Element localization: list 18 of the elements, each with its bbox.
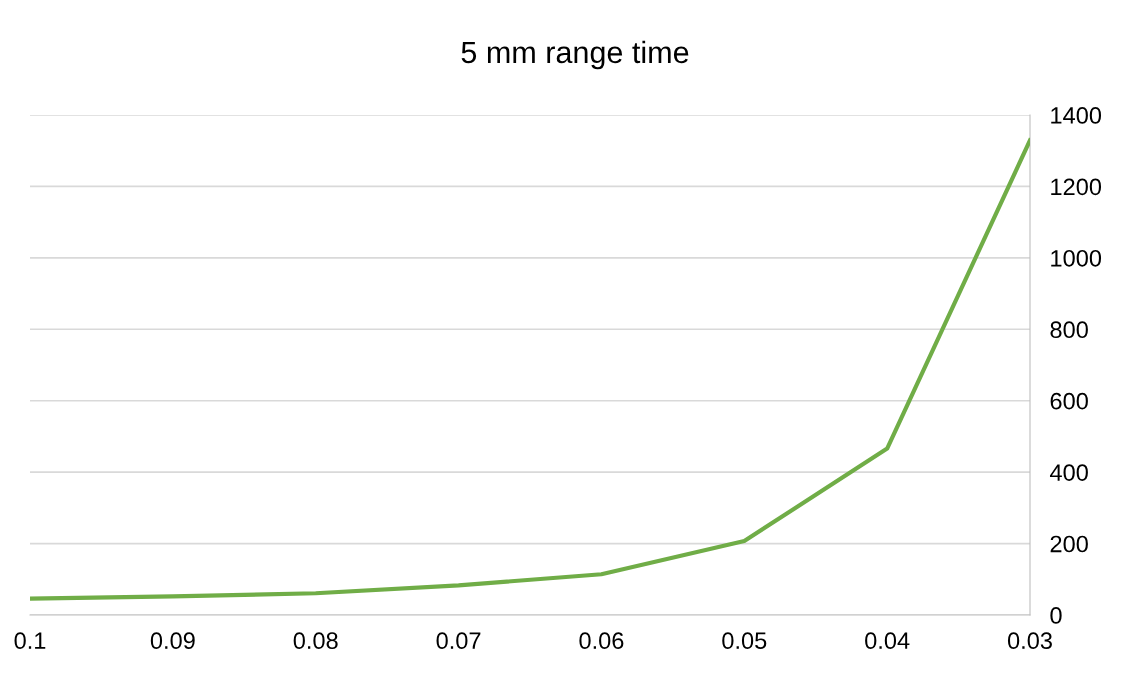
x-tick-label: 0.07 [436,632,481,650]
y-tick-label: 800 [1050,321,1088,339]
y-tick-label: 1000 [1051,249,1102,267]
line-series [30,138,1030,601]
y-tick-label: 0 [1050,607,1062,624]
y-tick-label: 400 [1049,464,1088,481]
y-tick-label: 1200 [1051,178,1102,196]
y-tick-label: 600 [1050,392,1088,410]
chart-title: 5 mm range time [461,40,689,70]
x-tick-label: 0.05 [722,632,767,650]
x-tick-label: 0.1 [14,632,46,650]
x-tick-label: 0.06 [579,632,624,650]
x-tick-label: 0.08 [293,632,338,650]
x-tick-label: 0.09 [150,632,195,650]
x-tick-label: 0.04 [865,632,910,650]
x-tick-label: 0.03 [1007,632,1052,650]
y-tick-label: 1400 [1051,107,1102,124]
y-tick-label: 200 [1050,535,1088,553]
